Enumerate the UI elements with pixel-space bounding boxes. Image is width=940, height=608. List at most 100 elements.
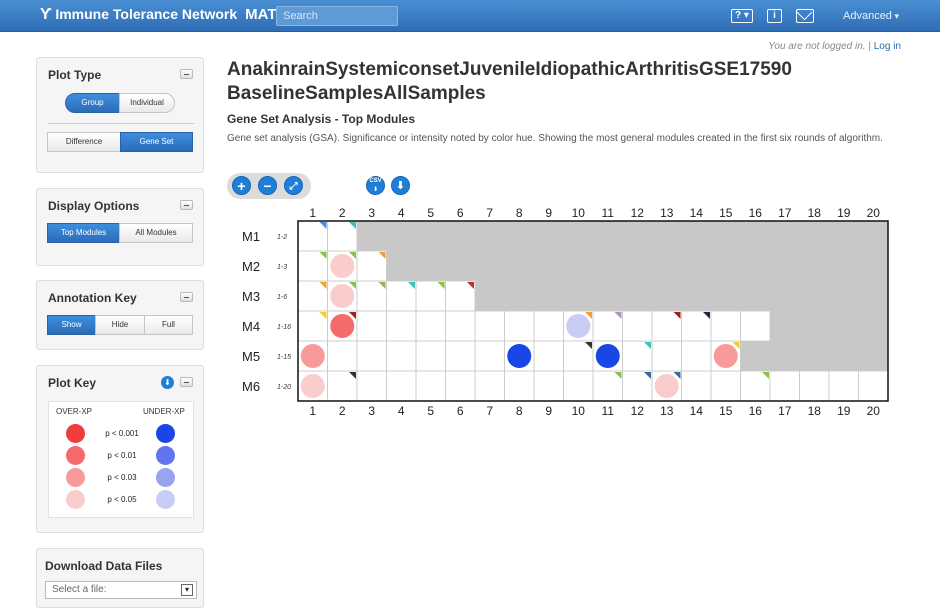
module-cell bbox=[681, 310, 712, 342]
module-cell bbox=[622, 340, 653, 372]
show-button[interactable]: Show bbox=[47, 315, 96, 335]
over-xp-swatch bbox=[66, 424, 85, 443]
module-cell bbox=[681, 340, 712, 372]
module-cell bbox=[681, 370, 712, 402]
module-cell bbox=[533, 310, 564, 342]
file-select[interactable]: Select a file: ▾ bbox=[45, 581, 197, 599]
annotation-marker bbox=[585, 342, 592, 349]
module-cell bbox=[445, 370, 476, 402]
download-icon[interactable]: ⬇ bbox=[161, 376, 174, 389]
panel-title: Plot Key bbox=[48, 376, 97, 390]
hide-button[interactable]: Hide bbox=[95, 315, 145, 335]
search-input[interactable] bbox=[276, 6, 398, 26]
page-title: AnakinrainSystemiconsetJuvenileIdiopathi… bbox=[227, 59, 792, 104]
group-button[interactable]: Group bbox=[65, 93, 120, 113]
help-icon[interactable]: ? ▾ bbox=[731, 9, 753, 23]
all-modules-button[interactable]: All Modules bbox=[119, 223, 193, 243]
module-cell bbox=[504, 370, 535, 402]
over-xp-swatch bbox=[66, 468, 85, 487]
significance-dot bbox=[654, 374, 679, 398]
significance-dot bbox=[300, 344, 325, 368]
column-label-bottom: 8 bbox=[516, 404, 523, 418]
module-cell bbox=[651, 340, 682, 372]
column-label-bottom: 11 bbox=[602, 404, 615, 418]
column-label-bottom: 20 bbox=[867, 404, 881, 418]
collapse-icon[interactable] bbox=[180, 377, 193, 387]
zoom-in-icon[interactable]: + bbox=[232, 176, 251, 195]
analysis-description: Gene set analysis (GSA). Significance or… bbox=[227, 133, 883, 144]
advanced-menu[interactable]: Advanced bbox=[843, 10, 899, 22]
gene-set-button[interactable]: Gene Set bbox=[120, 132, 193, 152]
module-cell bbox=[474, 370, 505, 402]
difference-button[interactable]: Difference bbox=[47, 132, 121, 152]
annotation-marker bbox=[644, 342, 651, 349]
column-label-bottom: 4 bbox=[398, 404, 405, 418]
significance-label: p < 0.001 bbox=[105, 429, 139, 438]
column-label-bottom: 19 bbox=[837, 404, 851, 418]
column-label-bottom: 12 bbox=[631, 404, 645, 418]
individual-button[interactable]: Individual bbox=[119, 93, 175, 113]
module-cell bbox=[356, 310, 387, 342]
panel-title: Download Data Files bbox=[45, 559, 163, 573]
zoom-out-icon[interactable]: − bbox=[258, 176, 277, 195]
significance-label: p < 0.05 bbox=[107, 495, 137, 504]
panel-title: Display Options bbox=[48, 199, 140, 213]
module-cell bbox=[386, 340, 417, 372]
mail-icon[interactable] bbox=[796, 9, 814, 23]
plot-type-panel: Plot Type Group Individual Difference Ge… bbox=[36, 57, 204, 173]
significance-label: p < 0.03 bbox=[107, 473, 137, 482]
column-label-top: 13 bbox=[660, 206, 674, 220]
annotation-marker bbox=[673, 312, 681, 319]
module-cell bbox=[592, 310, 623, 342]
under-xp-label: UNDER-XP bbox=[143, 407, 185, 416]
download-icon[interactable]: ⬇ bbox=[391, 176, 410, 195]
analysis-subtitle: Gene Set Analysis - Top Modules bbox=[227, 112, 416, 126]
annotation-marker bbox=[349, 312, 356, 319]
brand-name: Immune Tolerance Network bbox=[55, 6, 238, 22]
display-options-panel: Display Options Top Modules All Modules bbox=[36, 188, 204, 266]
collapse-icon[interactable] bbox=[180, 200, 193, 210]
module-cell bbox=[710, 310, 741, 342]
significance-dot bbox=[330, 314, 355, 338]
module-heatmap: 1122334455667788991010111112121313141415… bbox=[242, 206, 889, 418]
info-icon[interactable]: i bbox=[767, 9, 782, 23]
module-cell bbox=[592, 370, 623, 402]
annotation-marker bbox=[673, 372, 681, 379]
plot-key-legend: OVER-XP UNDER-XP p < 0.001 p < 0.01 p < 0.… bbox=[48, 401, 194, 518]
full-button[interactable]: Full bbox=[144, 315, 193, 335]
under-xp-swatch bbox=[156, 468, 175, 487]
fit-screen-icon[interactable]: ⤢ bbox=[284, 176, 303, 195]
app-name: MAT bbox=[245, 6, 277, 23]
significance-dot bbox=[300, 374, 325, 398]
under-xp-swatch bbox=[156, 490, 175, 509]
annotation-marker bbox=[762, 372, 769, 379]
row-range-label: 1-3 bbox=[277, 264, 287, 271]
column-label-top: 15 bbox=[719, 206, 733, 220]
top-modules-button[interactable]: Top Modules bbox=[47, 223, 120, 243]
csv-download-icon[interactable]: CSV ⬇ bbox=[366, 176, 385, 195]
log-in-link[interactable]: Log in bbox=[873, 41, 901, 52]
column-label-bottom: 1 bbox=[309, 404, 316, 418]
column-label-bottom: 15 bbox=[719, 404, 733, 418]
collapse-icon[interactable] bbox=[180, 69, 193, 79]
annotation-marker bbox=[585, 312, 592, 319]
row-label: M3 bbox=[242, 289, 260, 304]
chevron-down-icon: ▾ bbox=[181, 584, 193, 596]
column-label-bottom: 2 bbox=[339, 404, 346, 418]
module-cell bbox=[415, 310, 446, 342]
annotation-marker bbox=[437, 282, 445, 289]
annotation-toggle: Show Hide Full bbox=[47, 315, 193, 335]
row-range-label: 1-6 bbox=[277, 294, 287, 301]
annotation-marker bbox=[732, 342, 740, 349]
analysis-toggle: Difference Gene Set bbox=[47, 132, 193, 152]
collapse-icon[interactable] bbox=[180, 292, 193, 302]
column-label-top: 5 bbox=[427, 206, 434, 220]
row-label: M6 bbox=[242, 379, 260, 394]
itn-logo-icon: Ƴ bbox=[40, 6, 53, 23]
brand[interactable]: Ƴ Immune Tolerance Network MAT bbox=[40, 6, 277, 24]
zoom-toolbar: + − ⤢ bbox=[227, 173, 311, 199]
column-label-top: 14 bbox=[690, 206, 704, 220]
module-cell bbox=[858, 370, 889, 402]
column-label-bottom: 6 bbox=[457, 404, 464, 418]
row-label: M1 bbox=[242, 229, 260, 244]
